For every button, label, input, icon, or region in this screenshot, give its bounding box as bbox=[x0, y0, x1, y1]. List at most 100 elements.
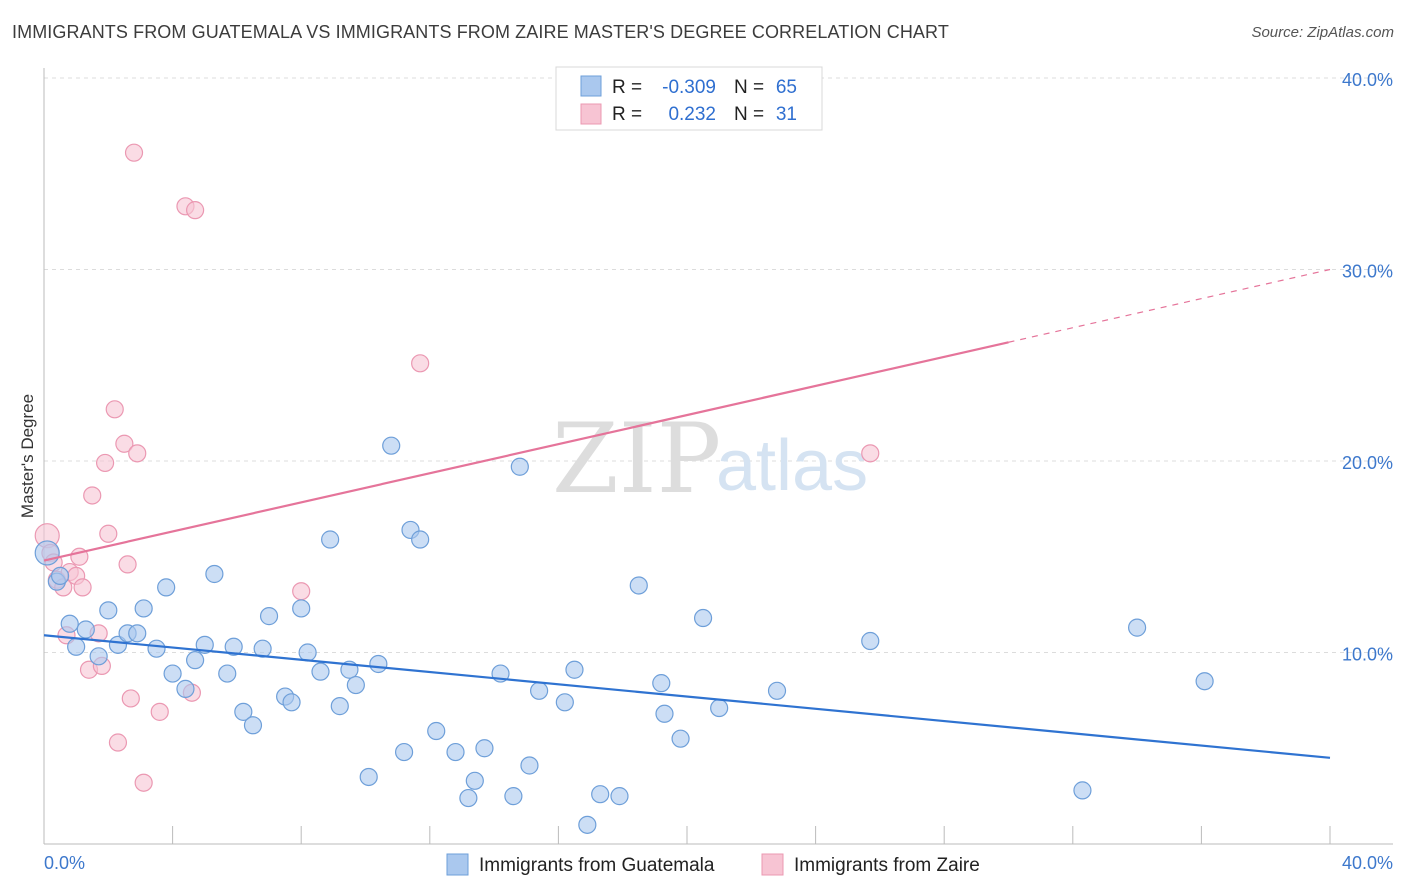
guatemala-point-43 bbox=[465, 771, 484, 790]
legend-swatch-guatemala bbox=[446, 853, 469, 876]
y-tick-label-10: 10.0% bbox=[1342, 645, 1393, 665]
stats-r-label-pink: R = bbox=[612, 104, 642, 125]
zaire-point-20 bbox=[124, 143, 144, 162]
guatemala-point-63 bbox=[1073, 781, 1092, 800]
zaire-trend-line bbox=[43, 341, 1009, 562]
guatemala-point-29 bbox=[311, 662, 330, 681]
guatemala-point-15 bbox=[176, 679, 195, 698]
stats-n-label-blue: N = bbox=[734, 77, 764, 98]
guatemala-point-0 bbox=[34, 540, 60, 566]
y-tick-label-30: 30.0% bbox=[1342, 262, 1393, 282]
guatemala-point-24 bbox=[259, 607, 279, 626]
guatemala-point-6 bbox=[89, 647, 108, 666]
guatemala-point-65 bbox=[1195, 672, 1214, 691]
y-tick-label-20: 20.0% bbox=[1342, 453, 1393, 473]
guatemala-point-59 bbox=[693, 608, 713, 628]
guatemala-point-4 bbox=[67, 637, 86, 656]
zaire-point-21 bbox=[128, 444, 147, 463]
bottom-legend: Immigrants from Guatemala Immigrants fro… bbox=[446, 853, 980, 876]
guatemala-point-40 bbox=[427, 721, 446, 741]
guatemala-point-55 bbox=[629, 576, 648, 595]
guatemala-point-5 bbox=[76, 620, 95, 639]
guatemala-point-44 bbox=[475, 739, 494, 758]
guatemala-point-18 bbox=[205, 564, 224, 584]
guatemala-point-46 bbox=[504, 787, 523, 806]
series-guatemala-points bbox=[34, 436, 1214, 834]
guatemala-point-13 bbox=[157, 578, 176, 597]
guatemala-point-56 bbox=[652, 674, 671, 693]
stats-n-value-pink: 31 bbox=[776, 104, 797, 125]
guatemala-point-12 bbox=[147, 639, 166, 658]
zaire-trend-extension bbox=[1008, 268, 1331, 343]
guatemala-point-31 bbox=[330, 697, 349, 716]
zaire-point-10 bbox=[83, 486, 102, 505]
stats-legend-swatch-pink bbox=[580, 103, 602, 125]
zaire-point-17 bbox=[115, 434, 134, 453]
zaire-point-16 bbox=[108, 733, 128, 752]
guatemala-point-22 bbox=[243, 716, 263, 735]
guatemala-point-33 bbox=[346, 675, 365, 695]
guatemala-point-57 bbox=[655, 704, 674, 723]
guatemala-point-51 bbox=[565, 660, 584, 679]
trend-lines bbox=[43, 268, 1331, 759]
watermark: ZIP atlas bbox=[552, 403, 868, 515]
zaire-point-26 bbox=[186, 201, 205, 220]
stats-n-value-blue: 65 bbox=[776, 77, 797, 98]
guatemala-point-36 bbox=[382, 436, 401, 455]
stats-n-label-pink: N = bbox=[734, 104, 764, 125]
zaire-point-23 bbox=[150, 702, 169, 721]
legend-label-guatemala: Immigrants from Guatemala bbox=[479, 855, 715, 876]
chart-title: IMMIGRANTS FROM GUATEMALA VS IMMIGRANTS … bbox=[12, 22, 949, 42]
zaire-point-29 bbox=[861, 444, 880, 463]
guatemala-point-49 bbox=[530, 681, 549, 700]
guatemala-trend-line bbox=[43, 634, 1331, 759]
legend-swatch-zaire bbox=[761, 853, 784, 876]
zaire-point-15 bbox=[105, 400, 124, 419]
guatemala-point-58 bbox=[671, 729, 690, 748]
guatemala-point-27 bbox=[292, 599, 311, 618]
stats-r-value-blue: -0.309 bbox=[662, 77, 716, 98]
zaire-point-27 bbox=[292, 582, 311, 601]
guatemala-point-21 bbox=[234, 702, 253, 721]
guatemala-point-16 bbox=[186, 651, 205, 670]
zaire-point-18 bbox=[118, 555, 137, 574]
zaire-point-14 bbox=[99, 524, 118, 543]
guatemala-point-50 bbox=[555, 693, 574, 712]
guatemala-point-20 bbox=[224, 637, 243, 656]
guatemala-point-2 bbox=[50, 566, 70, 586]
watermark-zip: ZIP bbox=[552, 403, 721, 515]
guatemala-point-19 bbox=[218, 664, 237, 683]
zaire-point-19 bbox=[121, 689, 140, 708]
guatemala-point-42 bbox=[459, 788, 478, 808]
stats-r-label-blue: R = bbox=[612, 77, 642, 98]
zaire-point-28 bbox=[411, 354, 430, 373]
guatemala-point-39 bbox=[411, 530, 430, 549]
source-credit: Source: ZipAtlas.com bbox=[1251, 24, 1394, 41]
guatemala-point-48 bbox=[520, 756, 539, 775]
guatemala-point-47 bbox=[510, 457, 529, 476]
y-tick-labels: 10.0% 20.0% 30.0% 40.0% bbox=[1342, 70, 1393, 665]
y-axis-title: Master's Degree bbox=[18, 394, 37, 518]
guatemala-point-62 bbox=[861, 631, 880, 651]
zaire-point-22 bbox=[134, 773, 153, 792]
guatemala-point-54 bbox=[610, 787, 629, 806]
guatemala-point-37 bbox=[394, 742, 414, 762]
y-tick-label-40: 40.0% bbox=[1342, 70, 1393, 90]
guatemala-point-3 bbox=[60, 614, 79, 633]
guatemala-point-53 bbox=[591, 785, 610, 804]
x-tick-label-max: 40.0% bbox=[1342, 853, 1393, 873]
guatemala-point-28 bbox=[298, 643, 317, 662]
stats-r-value-pink: 0.232 bbox=[668, 104, 716, 125]
watermark-atlas: atlas bbox=[716, 426, 868, 506]
legend-label-zaire: Immigrants from Zaire bbox=[794, 855, 980, 876]
guatemala-point-61 bbox=[767, 681, 787, 700]
grid-lines bbox=[44, 77, 1393, 653]
guatemala-point-10 bbox=[128, 624, 147, 643]
guatemala-point-52 bbox=[578, 815, 597, 834]
guatemala-point-64 bbox=[1127, 618, 1147, 637]
guatemala-point-14 bbox=[163, 664, 182, 683]
zaire-point-8 bbox=[73, 578, 92, 597]
guatemala-point-11 bbox=[134, 599, 153, 618]
axes bbox=[43, 68, 1393, 845]
